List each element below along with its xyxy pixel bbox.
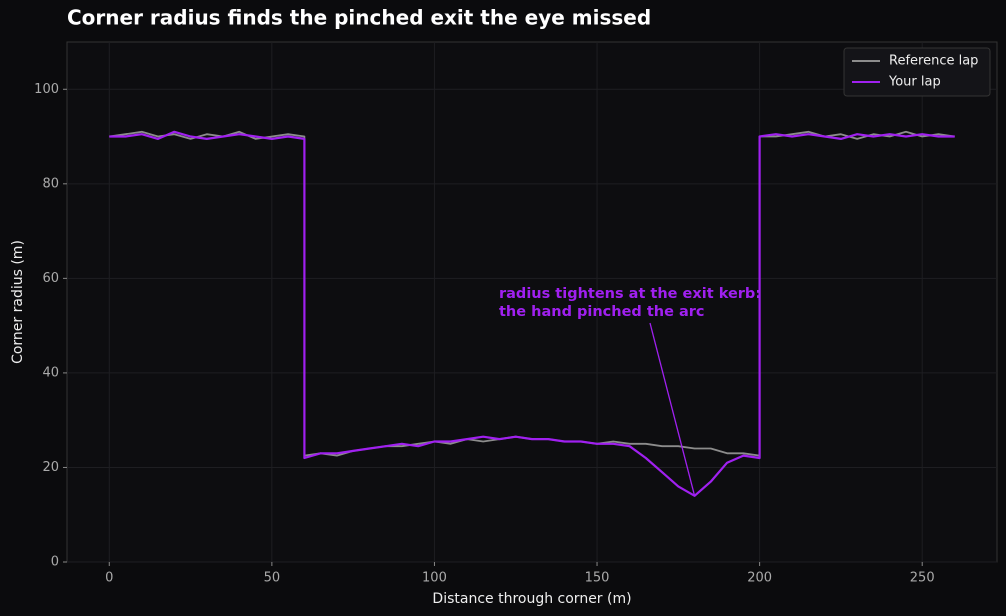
y-axis-label: Corner radius (m) bbox=[10, 240, 26, 364]
y-tick-label: 40 bbox=[42, 365, 59, 380]
line bbox=[109, 130, 955, 497]
annotation-text: the hand pinched the arc bbox=[499, 304, 705, 320]
y-tick-label: 0 bbox=[51, 555, 59, 570]
x-tick-label: 150 bbox=[585, 571, 610, 586]
plot-area bbox=[66, 41, 998, 563]
x-tick-label: 0 bbox=[105, 571, 113, 586]
y-tick-label: 60 bbox=[42, 271, 59, 286]
chart-title: Corner radius finds the pinched exit the… bbox=[67, 6, 651, 30]
legend-label: Reference lap bbox=[889, 54, 978, 69]
annotation-text: radius tightens at the exit kerb: bbox=[499, 286, 761, 302]
annotation-arrow bbox=[649, 322, 696, 496]
legend-box bbox=[843, 47, 991, 97]
y-tick-label: 20 bbox=[42, 460, 59, 475]
x-tick-label: 200 bbox=[747, 571, 772, 586]
x-tick-label: 100 bbox=[422, 571, 447, 586]
x-axis-label: Distance through corner (m) bbox=[432, 591, 631, 607]
y-tick-label: 80 bbox=[42, 176, 59, 191]
x-tick-label: 250 bbox=[910, 571, 935, 586]
y-tick-label: 100 bbox=[34, 82, 59, 97]
x-tick-label: 50 bbox=[264, 571, 281, 586]
legend-label: Your lap bbox=[888, 75, 941, 90]
